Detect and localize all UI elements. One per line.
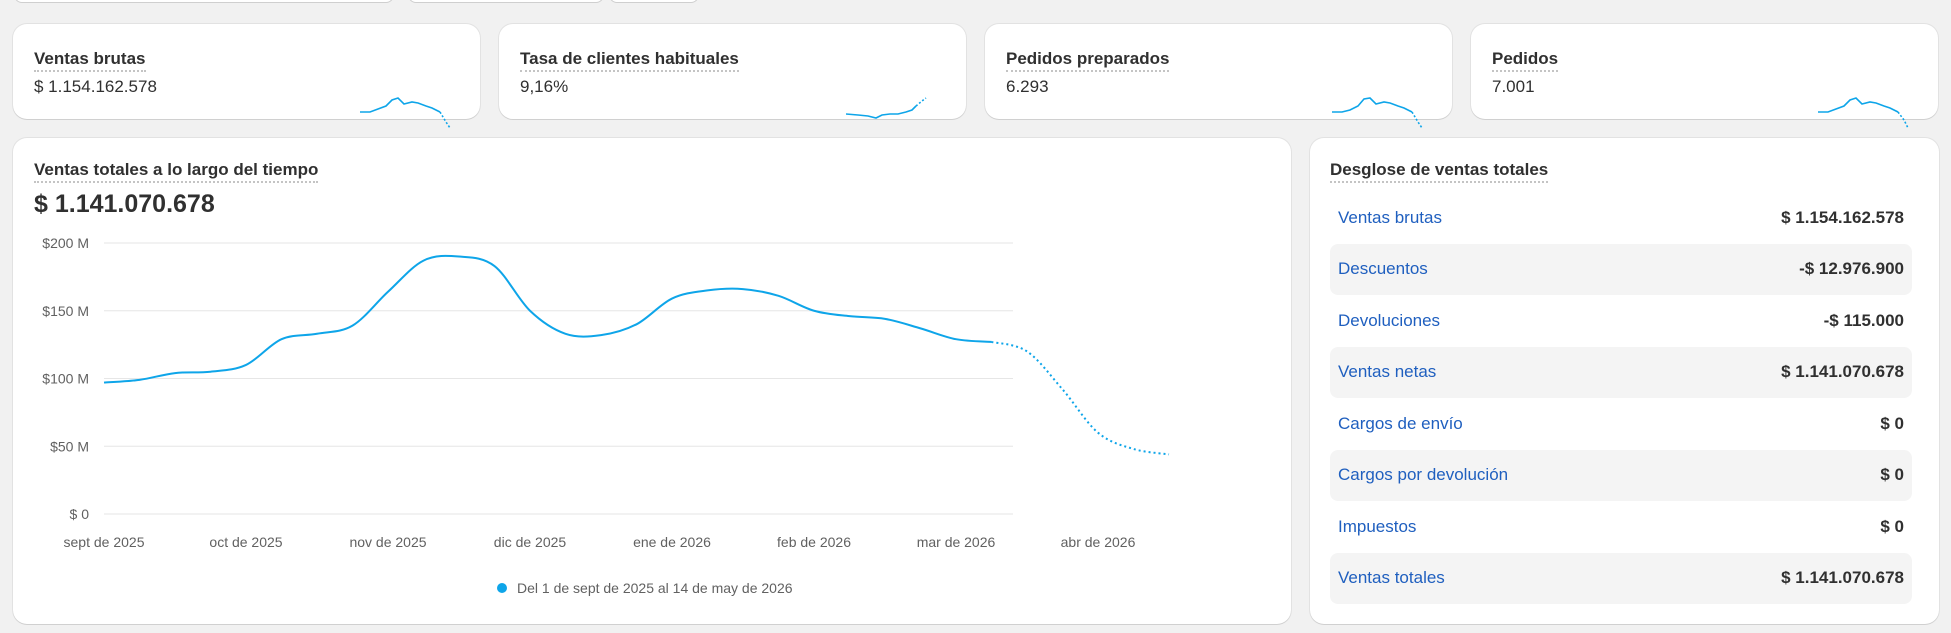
legend-label: Del 1 de sept de 2025 al 14 de may de 20… [517, 580, 793, 596]
breakdown-link[interactable]: Cargos de envío [1338, 413, 1463, 433]
metric-card-ventas-brutas[interactable]: Ventas brutas $ 1.154.162.578 [13, 24, 480, 128]
metric-label[interactable]: Pedidos [1492, 49, 1559, 72]
x-tick-label: nov de 2025 [349, 534, 426, 550]
x-tick-label: abr de 2026 [1061, 534, 1136, 550]
x-tick-label: ene de 2026 [633, 534, 711, 550]
metric-card-pedidos[interactable]: Pedidos 7.001 [1471, 24, 1938, 128]
metric-value: 9,16% [520, 77, 569, 96]
series-line [103, 254, 992, 384]
breakdown-row: Ventas netas $ 1.141.070.678 [1330, 346, 1912, 398]
breakdown-amount: $ 0 [1880, 516, 1904, 536]
breakdown-list: Ventas brutas $ 1.154.162.578 Descuentos… [1330, 192, 1912, 604]
x-tick-label: oct de 2025 [209, 534, 282, 550]
comparison-button[interactable] [408, 0, 604, 3]
breakdown-amount: $ 0 [1880, 413, 1904, 433]
breakdown-amount: $ 1.154.162.578 [1781, 207, 1904, 227]
breakdown-title[interactable]: Desglose de ventas totales [1330, 160, 1549, 183]
series-projection-line [991, 340, 1170, 456]
y-tick-label: $200 M [42, 235, 89, 251]
sparkline [1332, 97, 1423, 128]
breakdown-row: Ventas totales $ 1.141.070.678 [1330, 552, 1912, 604]
breakdown-row: Devoluciones -$ 115.000 [1330, 295, 1912, 347]
breakdown-row: Impuestos $ 0 [1330, 501, 1912, 553]
metric-card-tasa-clientes[interactable]: Tasa de clientes habituales 9,16% [499, 24, 966, 119]
breakdown-link[interactable]: Devoluciones [1338, 310, 1441, 330]
y-tick-label: $ 0 [70, 506, 90, 522]
breakdown-amount: $ 0 [1880, 465, 1904, 485]
metric-label[interactable]: Pedidos preparados [1006, 49, 1170, 72]
sparkline [360, 97, 451, 128]
breakdown-link[interactable]: Ventas brutas [1338, 207, 1442, 227]
breakdown-row: Ventas brutas $ 1.154.162.578 [1330, 192, 1912, 244]
breakdown-amount: -$ 115.000 [1823, 310, 1904, 330]
metric-label[interactable]: Tasa de clientes habituales [520, 49, 739, 72]
breakdown-amount: -$ 12.976.900 [1799, 259, 1904, 279]
breakdown-row: Cargos por devolución $ 0 [1330, 449, 1912, 501]
x-tick-label: mar de 2026 [917, 534, 996, 550]
x-tick-label: dic de 2025 [494, 534, 567, 550]
metric-value: 7.001 [1492, 77, 1535, 96]
metric-card-pedidos-preparados[interactable]: Pedidos preparados 6.293 [985, 24, 1452, 128]
breakdown-link[interactable]: Descuentos [1338, 259, 1428, 279]
sales-over-time-card: Ventas totales a lo largo del tiempo $ 1… [13, 138, 1291, 624]
chart-legend: Del 1 de sept de 2025 al 14 de may de 20… [497, 580, 793, 596]
sparkline [846, 97, 927, 119]
breakdown-row: Cargos de envío $ 0 [1330, 398, 1912, 450]
y-tick-label: $50 M [50, 438, 89, 454]
date-range-button[interactable] [14, 0, 394, 3]
chart-title[interactable]: Ventas totales a lo largo del tiempo [34, 160, 319, 183]
chart-total: $ 1.141.070.678 [34, 190, 215, 218]
metric-value: $ 1.154.162.578 [34, 77, 157, 96]
y-tick-label: $100 M [42, 371, 89, 387]
breakdown-link[interactable]: Ventas totales [1338, 568, 1445, 588]
x-tick-label: feb de 2026 [777, 534, 851, 550]
sales-breakdown-card: Desglose de ventas totales Ventas brutas… [1310, 138, 1939, 624]
metric-label[interactable]: Ventas brutas [34, 49, 146, 72]
y-tick-label: $150 M [42, 303, 89, 319]
currency-button[interactable] [609, 0, 699, 3]
breakdown-link[interactable]: Ventas netas [1338, 362, 1437, 382]
legend-dot [497, 583, 507, 593]
line-chart: $ 0 $50 M $100 M $150 M $200 M sept de 2025 oc… [42, 235, 1170, 550]
breakdown-link[interactable]: Impuestos [1338, 516, 1417, 536]
metric-value: 6.293 [1006, 77, 1049, 96]
breakdown-row: Descuentos -$ 12.976.900 [1330, 243, 1912, 295]
sparkline [1818, 97, 1909, 128]
x-tick-label: sept de 2025 [64, 534, 145, 550]
breakdown-amount: $ 1.141.070.678 [1781, 362, 1904, 382]
breakdown-amount: $ 1.141.070.678 [1781, 568, 1904, 588]
breakdown-link[interactable]: Cargos por devolución [1338, 465, 1509, 485]
